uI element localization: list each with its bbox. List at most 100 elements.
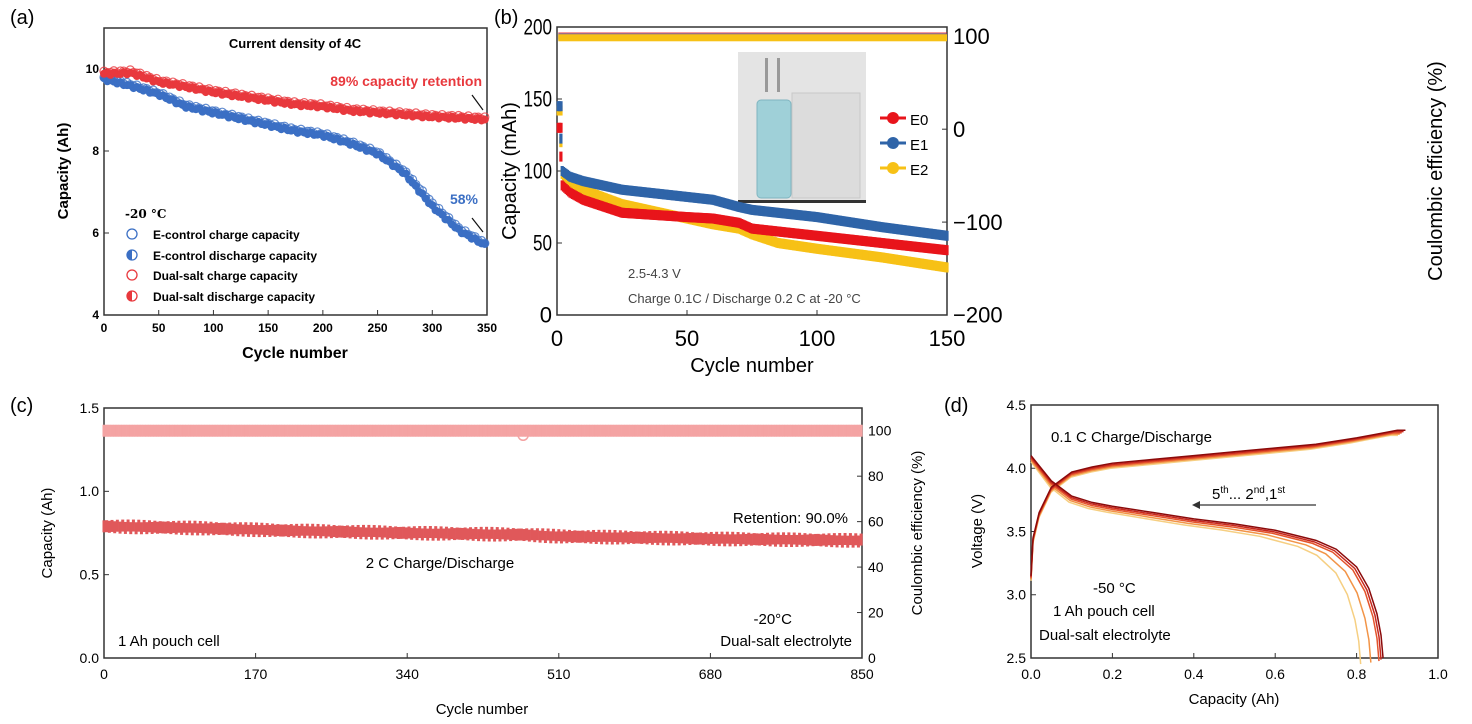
ce-point — [423, 424, 427, 437]
ce-point — [776, 424, 780, 437]
capacity-point — [803, 533, 807, 546]
ce-point — [717, 424, 721, 437]
ce-point — [463, 424, 467, 437]
ce-point — [803, 424, 807, 437]
capacity-point — [321, 524, 325, 537]
capacity-point — [784, 534, 788, 547]
capacity-point — [188, 520, 192, 533]
ce-point — [319, 424, 323, 437]
ce-point — [482, 424, 486, 437]
capacity-point — [717, 534, 721, 547]
chart-c-annotation-temp: -20°C — [753, 611, 792, 628]
ce-point — [808, 424, 812, 437]
x-tick-label: 0.0 — [1021, 666, 1041, 682]
capacity-point — [795, 534, 799, 547]
ce-point — [798, 424, 802, 437]
capacity-point — [452, 528, 456, 541]
ce-point — [118, 424, 122, 437]
ce-point — [824, 424, 828, 437]
ce-point — [763, 424, 767, 437]
ce-point — [608, 424, 612, 437]
ce-point — [370, 424, 374, 437]
chart-b-annotation-condition: Charge 0.1C / Discharge 0.2 C at -20 °C — [628, 291, 861, 306]
capacity-point — [225, 523, 229, 536]
capacity-point — [471, 528, 475, 541]
capacity-point — [610, 532, 614, 545]
ce-point — [699, 424, 703, 437]
data-point — [402, 169, 411, 178]
ce-point — [337, 424, 341, 437]
capacity-point — [161, 521, 165, 534]
chart-d-annotation-cycles: 5th... 2nd,1st — [1212, 485, 1285, 503]
ce-point — [217, 424, 221, 437]
ce-point — [198, 424, 202, 437]
capacity-point — [787, 532, 791, 545]
capacity-point — [206, 523, 210, 536]
ce-point — [634, 424, 638, 437]
x-tick-label: 200 — [313, 321, 333, 335]
capacity-point — [851, 535, 855, 548]
ce-point — [565, 424, 569, 437]
capacity-point — [343, 525, 347, 538]
capacity-point — [741, 532, 745, 545]
capacity-point — [493, 529, 497, 542]
capacity-point — [616, 532, 620, 545]
ce-point — [843, 424, 847, 437]
capacity-point — [485, 526, 489, 539]
ce-point — [533, 424, 537, 437]
capacity-point — [514, 528, 518, 541]
ce-point — [129, 424, 133, 437]
data-point — [556, 101, 563, 112]
ce-point — [263, 424, 267, 437]
capacity-point — [164, 521, 168, 534]
capacity-point — [388, 525, 392, 538]
capacity-point — [709, 531, 713, 544]
ce-point — [340, 424, 344, 437]
capacity-point — [765, 532, 769, 545]
ce-point — [683, 424, 687, 437]
charge-curve-1st — [1030, 429, 1406, 576]
capacity-point — [463, 527, 467, 540]
capacity-point — [113, 521, 117, 534]
ce-point — [747, 424, 751, 437]
capacity-point — [420, 528, 424, 541]
capacity-point — [455, 527, 459, 540]
capacity-point — [776, 532, 780, 545]
capacity-point — [683, 533, 687, 546]
ce-point — [487, 424, 491, 437]
ce-point — [784, 424, 788, 437]
capacity-point — [372, 525, 376, 538]
ce-point — [752, 424, 756, 437]
capacity-point — [303, 526, 307, 539]
capacity-point — [439, 526, 443, 539]
y2-tick-label: 60 — [868, 514, 884, 530]
capacity-point — [792, 532, 796, 545]
chart-c-xlabel: Cycle number — [436, 701, 529, 718]
y2-tick-label: 20 — [868, 604, 884, 620]
capacity-point — [519, 528, 523, 541]
discharge-curve-1st — [1030, 455, 1384, 659]
capacity-point — [747, 532, 751, 545]
capacity-point — [391, 527, 395, 540]
x-tick-label: 340 — [396, 666, 420, 682]
x-tick-label: 150 — [929, 326, 966, 351]
ce-point — [557, 424, 561, 437]
capacity-point — [329, 526, 333, 539]
capacity-point — [632, 531, 636, 544]
y-tick-label: 6 — [92, 226, 99, 240]
ce-point — [477, 424, 481, 437]
ce-point — [308, 424, 312, 437]
capacity-point — [640, 531, 644, 544]
ce-point — [426, 424, 430, 437]
capacity-point — [447, 528, 451, 541]
ce-point — [458, 424, 462, 437]
capacity-point — [600, 532, 604, 545]
capacity-point — [634, 531, 638, 544]
ce-point — [573, 424, 577, 437]
y-tick-label: 4.0 — [1007, 460, 1027, 476]
ce-point — [656, 424, 660, 437]
ce-point — [664, 424, 668, 437]
capacity-point — [442, 528, 446, 541]
ce-point — [209, 424, 213, 437]
panel-b: 0 50 100 150 0 50 100 150 200 −200 −100 0 100 — [524, 15, 1003, 351]
